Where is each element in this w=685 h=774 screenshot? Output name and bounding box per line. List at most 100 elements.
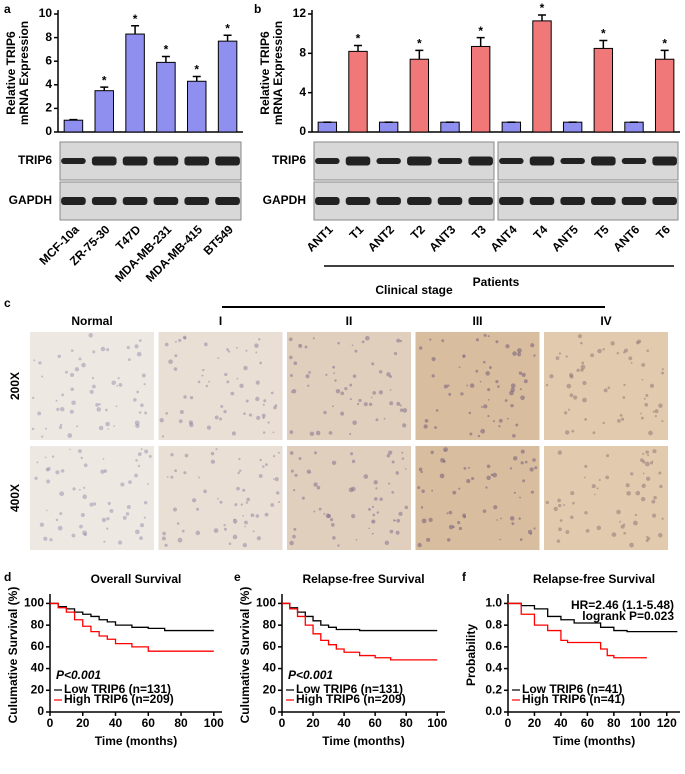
ihc-texture: [389, 389, 392, 391]
ihc-texture: [170, 453, 174, 457]
blot: [59, 181, 242, 221]
ihc-texture: [640, 412, 642, 415]
ihc-texture: [399, 339, 403, 343]
ihc-texture: [34, 476, 38, 480]
ihc-texture: [83, 463, 88, 468]
ihc-texture: [89, 502, 94, 507]
y-tick-label: 6: [45, 53, 52, 67]
ihc-texture: [658, 533, 663, 538]
ihc-texture: [59, 423, 63, 427]
ihc-texture: [44, 456, 47, 459]
ihc-texture: [607, 386, 611, 389]
ihc-texture: [401, 451, 404, 454]
ihc-texture: [139, 536, 143, 541]
ihc-texture: [569, 393, 574, 398]
ihc-texture: [165, 412, 169, 415]
ihc-texture: [274, 404, 278, 407]
ihc-texture: [293, 527, 297, 531]
ihc-texture: [512, 456, 518, 461]
ihc-texture: [520, 461, 524, 465]
x-tick-label: 80: [607, 716, 621, 730]
ihc-texture: [350, 452, 354, 456]
ihc-texture: [495, 380, 499, 384]
ihc-texture: [288, 337, 293, 342]
ihc-texture: [580, 364, 586, 370]
blot-band: [652, 156, 677, 166]
ihc-texture: [558, 352, 562, 355]
ihc-texture: [652, 449, 657, 454]
y-tick-label: 1.0: [485, 596, 502, 610]
bar: [501, 121, 522, 133]
ihc-texture: [521, 372, 526, 377]
ihc-texture: [298, 344, 301, 347]
bar: [654, 58, 675, 133]
ihc-texture: [101, 517, 107, 523]
y-axis-label: Culumative Survival (%): [6, 587, 20, 724]
ihc-texture: [318, 507, 322, 511]
ihc-texture: [262, 416, 265, 420]
error-bar: [354, 44, 362, 52]
legend-label: Low TRIP6 (n=131): [64, 682, 171, 696]
ihc-texture: [332, 536, 336, 540]
ihc-texture: [515, 423, 519, 427]
ihc-texture: [630, 361, 633, 364]
legend-label: High TRIP6 (n=209): [296, 692, 406, 706]
ihc-texture: [67, 433, 73, 438]
ihc-texture: [629, 542, 634, 548]
ihc-texture: [371, 505, 374, 508]
ihc-texture: [204, 342, 208, 347]
ihc-texture: [564, 430, 570, 435]
ihc-texture: [69, 448, 71, 451]
error-bar: [100, 86, 109, 91]
bar: [217, 40, 238, 133]
y-axis-label: mRNA Expression: [271, 21, 285, 125]
ihc-texture: [255, 351, 258, 354]
ihc-texture: [532, 458, 536, 462]
panel-letter: d: [4, 570, 11, 584]
ihc-texture: [196, 507, 200, 511]
x-tick-label: 60: [581, 716, 595, 730]
ihc-texture: [293, 361, 298, 366]
ihc-texture: [140, 448, 143, 451]
blot: [497, 141, 679, 181]
chart-title: Relapse-free Survival: [533, 572, 655, 586]
ihc-texture: [443, 447, 448, 452]
ihc-image: [415, 332, 540, 440]
panel-letter: e: [234, 570, 241, 584]
ihc-texture: [570, 515, 574, 520]
ihc-texture: [504, 399, 508, 402]
ihc-texture: [479, 380, 482, 383]
ihc-texture: [566, 383, 572, 389]
ihc-texture: [349, 383, 353, 387]
ihc-texture: [644, 461, 650, 467]
column-label: IV: [600, 314, 611, 328]
ihc-texture: [661, 371, 665, 375]
ihc-texture: [80, 456, 83, 460]
ihc-texture: [519, 496, 521, 499]
ihc-texture: [246, 497, 250, 502]
ihc-texture: [363, 402, 368, 407]
ihc-texture: [304, 345, 308, 349]
ihc-texture: [263, 399, 267, 403]
ihc-texture: [404, 468, 407, 470]
ihc-texture: [174, 354, 178, 358]
ihc-texture: [289, 451, 294, 455]
ihc-texture: [396, 338, 401, 343]
ihc-texture: [378, 390, 383, 395]
ihc-texture: [487, 398, 490, 401]
x-axis-label: Patients: [473, 275, 520, 289]
ihc-texture: [143, 500, 148, 505]
ihc-texture: [231, 431, 236, 436]
ihc-texture: [486, 464, 491, 469]
ihc-texture: [41, 435, 44, 438]
ihc-texture: [576, 368, 580, 372]
blot-band: [437, 158, 463, 164]
x-axis-label: Time (months): [95, 734, 177, 748]
blot: [313, 181, 495, 221]
blot-band: [468, 197, 493, 205]
ihc-texture: [107, 501, 111, 506]
legend-label: High TRIP6 (n=41): [522, 692, 625, 706]
ihc-texture: [234, 522, 237, 524]
ihc-texture: [398, 511, 403, 517]
ihc-texture: [91, 376, 95, 380]
